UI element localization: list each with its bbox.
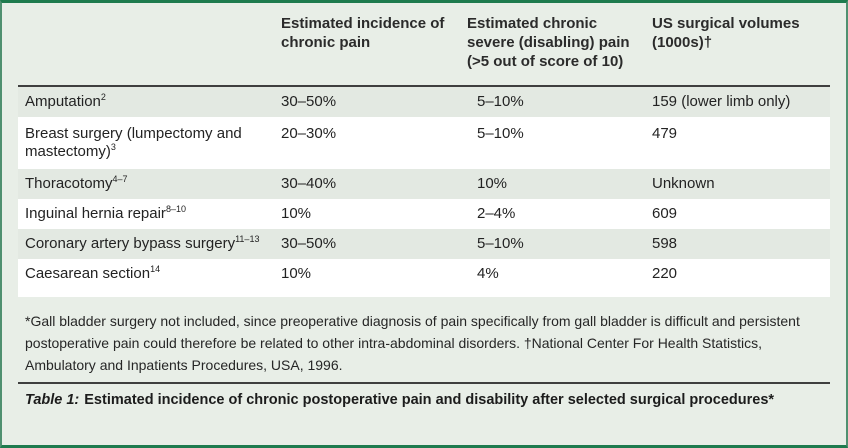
reference-superscript: 11–13 — [235, 234, 260, 244]
chronic-pain-cell: 30–50% — [281, 235, 337, 252]
procedure-cell: Breast surgery (lumpectomy and mastectom… — [18, 125, 281, 161]
chronic-pain-cell: 30–50% — [281, 93, 337, 110]
reference-superscript: 3 — [110, 142, 116, 152]
reference-superscript: 14 — [150, 264, 161, 274]
volume-cell: 159 (lower limb only) — [652, 93, 791, 110]
severe-pain-cell: 5–10% — [477, 93, 524, 110]
table-row: Coronary artery bypass surgery11–13 30–5… — [18, 229, 830, 259]
table-row: Caesarean section14 10% 4% 220 — [18, 259, 830, 297]
chronic-pain-cell: 10% — [281, 205, 312, 222]
procedure-cell: Caesarean section14 — [18, 265, 281, 283]
header-chronic-pain: Estimated incidence of chronic pain — [281, 15, 445, 51]
header-procedure — [18, 14, 281, 71]
volume-cell: 220 — [652, 265, 678, 282]
table-row: Breast surgery (lumpectomy and mastectom… — [18, 117, 830, 169]
table-caption: Table 1: Estimated incidence of chronic p… — [18, 382, 830, 408]
reference-superscript: 8–10 — [165, 204, 186, 214]
procedure-cell: Inguinal hernia repair8–10 — [18, 205, 281, 223]
chronic-pain-cell: 30–40% — [281, 175, 337, 192]
table-footnote: *Gall bladder surgery not included, sinc… — [25, 313, 800, 373]
procedure-name: Amputation — [25, 93, 101, 110]
procedure-name: Breast surgery (lumpectomy and mastectom… — [25, 125, 242, 160]
table-header-row: Estimated incidence of chronic pain Esti… — [18, 3, 830, 87]
procedure-name: Caesarean section — [25, 265, 151, 282]
table-row: Amputation2 30–50% 5–10% 159 (lower limb… — [18, 87, 830, 117]
chronic-pain-cell: 10% — [281, 265, 312, 282]
volume-cell: 609 — [652, 205, 678, 222]
reference-superscript: 4–7 — [112, 174, 128, 184]
caption-label: Table 1: — [25, 392, 80, 408]
severe-pain-cell: 4% — [477, 265, 499, 282]
table-content-area: Estimated incidence of chronic pain Esti… — [18, 3, 830, 408]
severe-pain-cell: 2–4% — [477, 205, 516, 222]
reference-superscript: 2 — [100, 92, 106, 102]
volume-cell: 598 — [652, 235, 678, 252]
procedure-cell: Thoracotomy4–7 — [18, 175, 281, 193]
table-row: Inguinal hernia repair8–10 10% 2–4% 609 — [18, 199, 830, 229]
procedure-cell: Amputation2 — [18, 93, 281, 111]
volume-cell: 479 — [652, 125, 678, 142]
severe-pain-cell: 5–10% — [477, 235, 524, 252]
procedure-name: Coronary artery bypass surgery — [25, 235, 236, 252]
procedure-name: Inguinal hernia repair — [25, 205, 166, 222]
procedure-cell: Coronary artery bypass surgery11–13 — [18, 235, 281, 253]
table-row: Thoracotomy4–7 30–40% 10% Unknown — [18, 169, 830, 199]
severe-pain-cell: 10% — [477, 175, 508, 192]
procedure-name: Thoracotomy — [25, 175, 113, 192]
caption-text: Estimated incidence of chronic postopera… — [84, 392, 775, 408]
header-severe-pain: Estimated chronic severe (disabling) pai… — [467, 15, 630, 70]
volume-cell: Unknown — [652, 175, 715, 192]
chronic-pain-cell: 20–30% — [281, 125, 337, 142]
header-us-volumes: US surgical volumes (1000s)† — [652, 15, 800, 51]
severe-pain-cell: 5–10% — [477, 125, 524, 142]
